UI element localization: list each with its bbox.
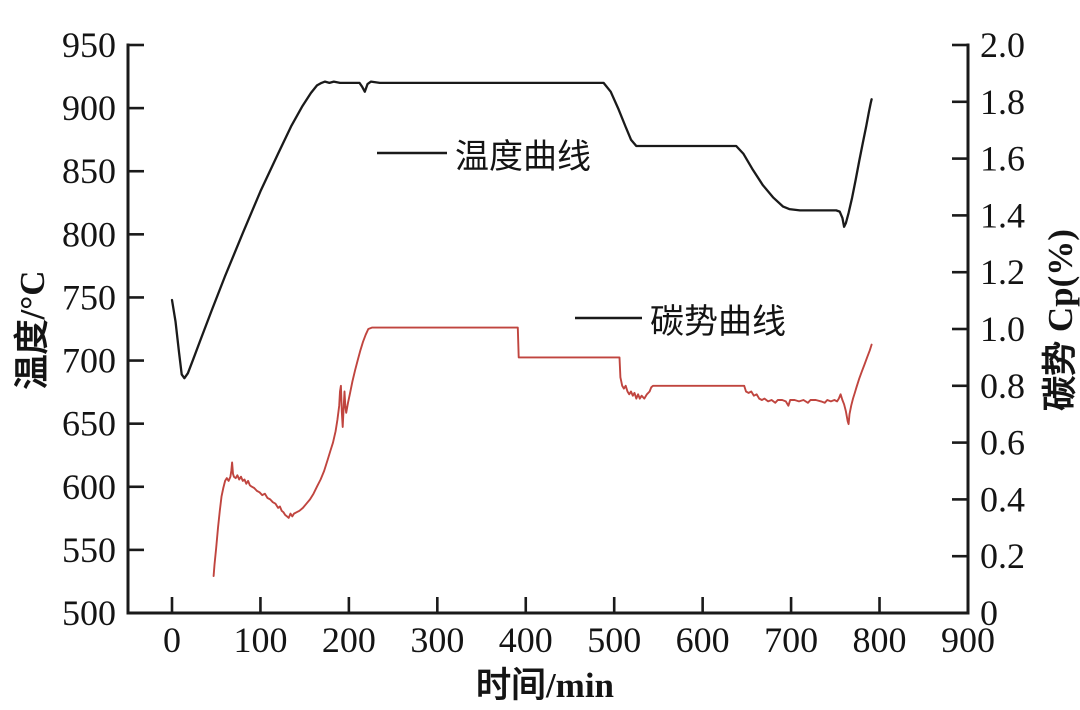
x-axis-ticks: 0 100 200 300 400 500 600 700 800 900: [163, 597, 995, 660]
y-left-tick-label: 700: [62, 341, 116, 381]
y-right-tick-label: 0.8: [980, 366, 1025, 406]
y-left-tick-label: 950: [62, 25, 116, 65]
legend-label-carbon-potential: 碳势曲线: [650, 303, 786, 341]
x-tick-label: 600: [676, 620, 730, 660]
y-left-tick-label: 600: [62, 467, 116, 507]
y-left-tick-label: 500: [62, 593, 116, 633]
y-left-axis-ticks: 500 550 600 650 700 750 800 850 900 950: [62, 25, 144, 633]
y-right-tick-label: 2.0: [980, 25, 1025, 65]
y-right-tick-label: 1.6: [980, 139, 1025, 179]
x-tick-label: 0: [163, 620, 181, 660]
y-left-tick-label: 550: [62, 530, 116, 570]
y-left-tick-label: 850: [62, 151, 116, 191]
temperature-curve: [170, 80, 873, 380]
x-axis-title: 时间/min: [476, 666, 614, 705]
legend-item-temperature: 温度曲线: [377, 138, 591, 176]
x-tick-label: 100: [233, 620, 287, 660]
x-tick-label: 900: [941, 620, 995, 660]
y-right-tick-label: 0: [980, 593, 998, 633]
legend-item-carbon-potential: 碳势曲线: [575, 303, 786, 341]
y-right-tick-label: 1.4: [980, 195, 1025, 235]
series-layer: [170, 80, 873, 578]
y-left-axis-title: 温度/°C: [13, 271, 52, 390]
y-right-axis-ticks: 0 0.2 0.4 0.6 0.8 1.0 1.2 1.4 1.6 1.8 2.0: [952, 25, 1025, 633]
y-left-tick-label: 750: [62, 277, 116, 317]
x-tick-label: 800: [853, 620, 907, 660]
y-left-tick-label: 800: [62, 214, 116, 254]
x-tick-label: 400: [499, 620, 553, 660]
y-right-tick-label: 0.6: [980, 423, 1025, 463]
x-tick-label: 300: [410, 620, 464, 660]
y-right-tick-label: 1.8: [980, 82, 1025, 122]
y-left-tick-label: 650: [62, 404, 116, 444]
y-left-tick-label: 900: [62, 88, 116, 128]
x-tick-label: 500: [587, 620, 641, 660]
axis-frame: [126, 43, 970, 615]
y-right-tick-label: 1.0: [980, 309, 1025, 349]
legend-label-temperature: 温度曲线: [455, 138, 591, 176]
y-right-tick-label: 0.2: [980, 536, 1025, 576]
x-tick-label: 700: [764, 620, 818, 660]
y-right-axis-title: 碳势 Cp(%): [1041, 229, 1080, 411]
y-right-tick-label: 0.4: [980, 479, 1025, 519]
carbon-potential-curve: [212, 326, 873, 578]
x-tick-label: 200: [322, 620, 376, 660]
y-right-tick-label: 1.2: [980, 252, 1025, 292]
